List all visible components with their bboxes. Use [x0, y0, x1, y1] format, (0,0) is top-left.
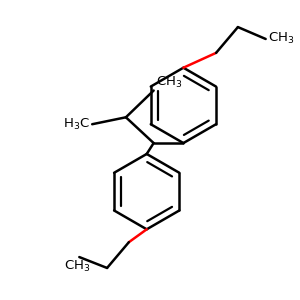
Text: CH$_3$: CH$_3$: [156, 74, 182, 89]
Text: H$_3$C: H$_3$C: [63, 117, 90, 132]
Text: CH$_3$: CH$_3$: [268, 30, 294, 46]
Text: CH$_3$: CH$_3$: [64, 259, 91, 274]
